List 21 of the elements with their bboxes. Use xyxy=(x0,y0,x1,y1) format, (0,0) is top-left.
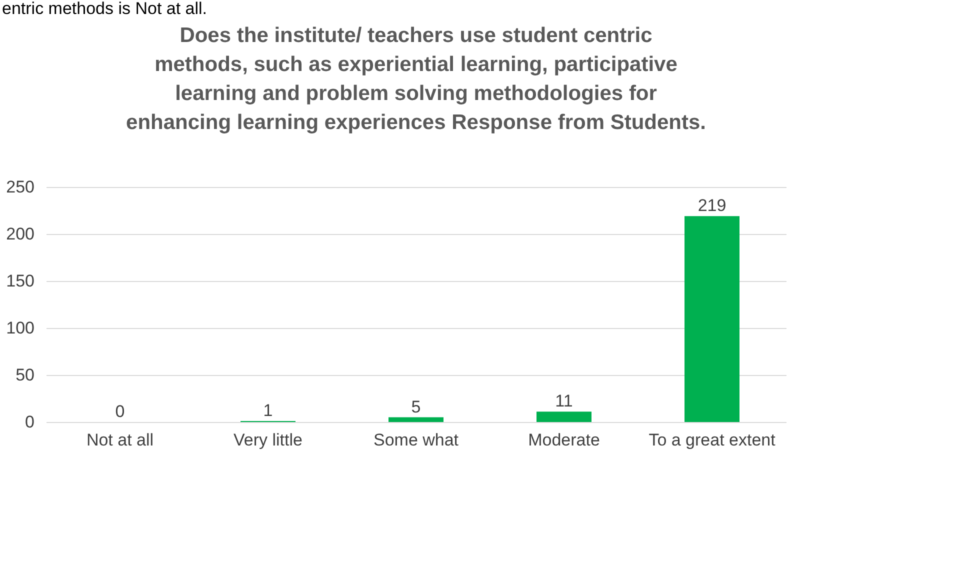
chart-title: Does the institute/ teachers use student centric methods, such as experiential learning, participative learning and problem solving methodologies for enhancing learning experiences Response from Students. xyxy=(126,24,706,134)
data-label: 219 xyxy=(698,196,726,216)
y-tick-label: 200 xyxy=(6,224,34,244)
x-tick-label: Some what xyxy=(373,430,459,450)
x-tick-label: Moderate xyxy=(528,430,600,450)
y-tick-label: 50 xyxy=(16,366,34,384)
text: entric methods is Not at all. xyxy=(2,0,208,20)
bar xyxy=(684,216,740,422)
data-label: 11 xyxy=(555,392,573,411)
x-tick-label: Very little xyxy=(234,430,302,450)
x-tick-label: Not at all xyxy=(86,430,154,450)
bar xyxy=(388,417,444,422)
bar xyxy=(536,412,592,422)
data-label: 1 xyxy=(263,401,273,420)
data-label: 0 xyxy=(115,402,125,421)
x-tick-label: To a great extent xyxy=(648,430,776,450)
y-tick-label: 100 xyxy=(6,318,34,338)
y-tick-label: 150 xyxy=(6,272,34,290)
y-tick-label: 250 xyxy=(6,178,34,196)
y-tick-label: 0 xyxy=(25,412,34,432)
data-label: 5 xyxy=(411,397,421,416)
